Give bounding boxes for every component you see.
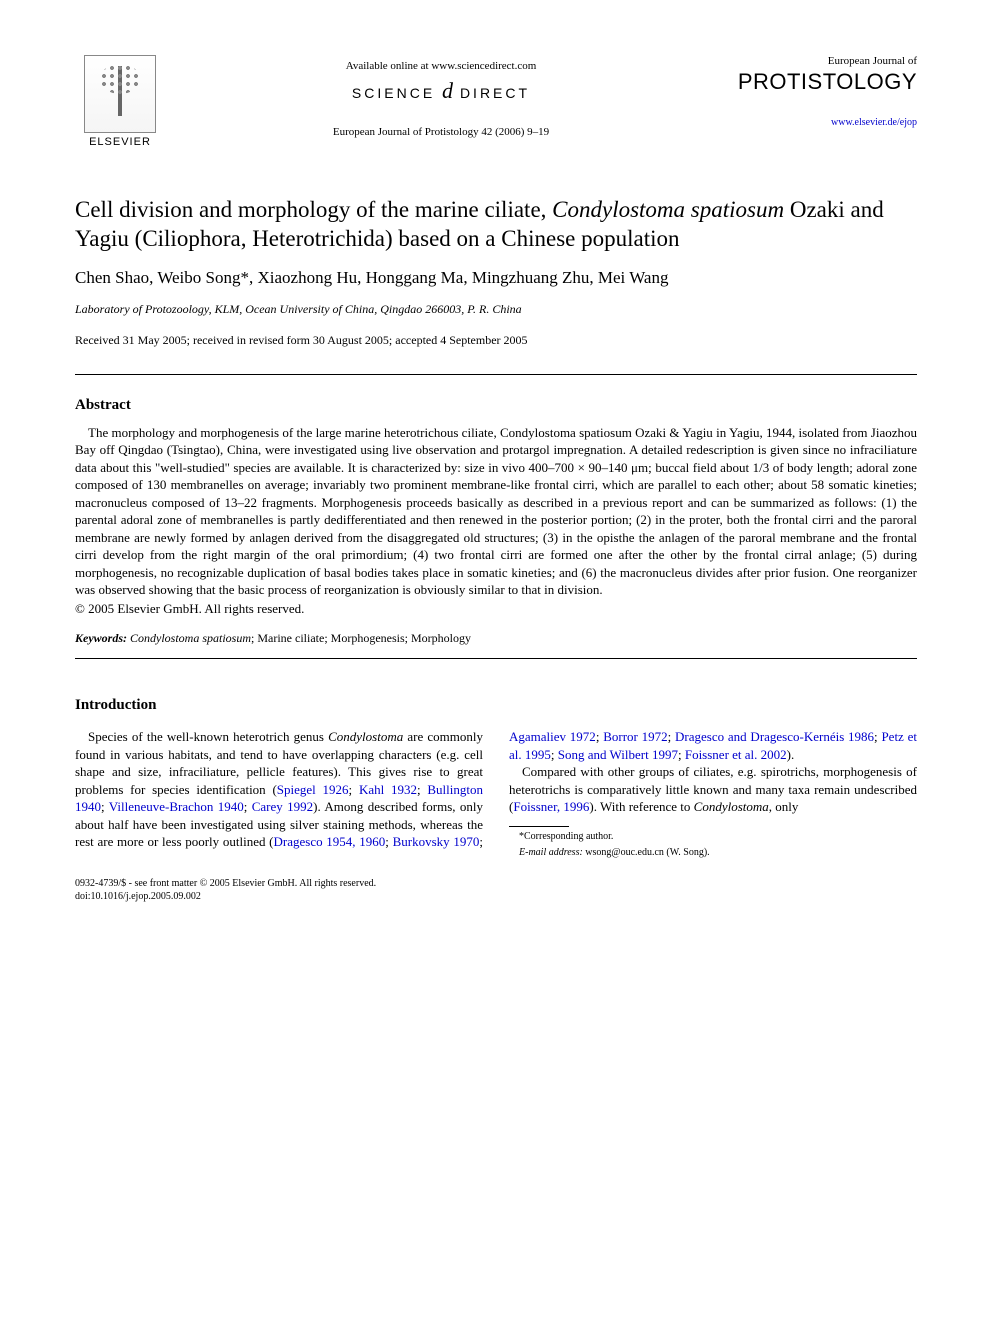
cite-kahl[interactable]: Kahl 1932 [359, 782, 417, 797]
article-title: Cell division and morphology of the mari… [75, 196, 917, 254]
science-direct-word1: SCIENCE [352, 85, 435, 101]
cite-dragesco86[interactable]: Dragesco and Dragesco-Kernéis 1986 [675, 729, 874, 744]
journal-name-large: PROTISTOLOGY [717, 69, 917, 95]
affiliation: Laboratory of Protozoology, KLM, Ocean U… [75, 302, 917, 317]
footnote-corresponding: *Corresponding author. [509, 830, 917, 844]
abstract-species: Condylostoma spatiosum [500, 425, 632, 440]
email-address[interactable]: wsong@ouc.edu.cn (W. Song). [583, 847, 710, 858]
journal-link[interactable]: www.elsevier.de/ejop [717, 117, 917, 128]
cite-carey[interactable]: Carey 1992 [252, 799, 313, 814]
p1-sep1: ; [349, 782, 359, 797]
center-header: Available online at www.sciencedirect.co… [165, 55, 717, 138]
science-direct-logo: SCIENCE d DIRECT [165, 78, 717, 104]
footnote-email: E-mail address: wsong@ouc.edu.cn (W. Son… [509, 846, 917, 860]
title-part1: Cell division and morphology of the mari… [75, 197, 552, 222]
science-direct-at-icon: d [442, 78, 453, 103]
p1-sep5: ; [385, 834, 392, 849]
keywords: Keywords: Condylostoma spatiosum; Marine… [75, 631, 917, 646]
p1-sep11: ; [678, 747, 685, 762]
body-columns: Species of the well-known heterotrich ge… [75, 728, 917, 860]
cite-spiegel[interactable]: Spiegel 1926 [277, 782, 349, 797]
footer-doi: doi:10.1016/j.ejop.2005.09.002 [75, 891, 917, 902]
elsevier-logo: ELSEVIER [75, 55, 165, 148]
p1-part4: ). [787, 747, 795, 762]
cite-burkovsky[interactable]: Burkovsky 1970 [393, 834, 480, 849]
p1-sep6: ; [479, 834, 483, 849]
p1-sep10: ; [551, 747, 558, 762]
cite-song[interactable]: Song and Wilbert 1997 [558, 747, 678, 762]
available-online-text: Available online at www.sciencedirect.co… [165, 60, 717, 72]
science-direct-word2: DIRECT [460, 85, 530, 101]
p1-sep3: ; [101, 799, 109, 814]
p1-part1: Species of the well-known heterotrich ge… [88, 729, 328, 744]
footnote-separator [509, 826, 569, 827]
abstract-text: The morphology and morphogenesis of the … [75, 424, 917, 599]
intro-para2: Compared with other groups of ciliates, … [509, 763, 917, 816]
abstract-heading: Abstract [75, 397, 917, 414]
abstract-part2: Ozaki & Yagiu in Yagiu, 1944, isolated f… [75, 425, 917, 598]
p1-genus: Condylostoma [328, 729, 403, 744]
cite-dragesco54[interactable]: Dragesco 1954, 1960 [274, 834, 386, 849]
p2-genus: Condylostoma [694, 799, 769, 814]
keywords-label: Keywords: [75, 631, 127, 645]
article-dates: Received 31 May 2005; received in revise… [75, 333, 917, 348]
keywords-species: Condylostoma spatiosum [130, 631, 251, 645]
authors: Chen Shao, Weibo Song*, Xiaozhong Hu, Ho… [75, 268, 917, 288]
email-label: E-mail address: [519, 847, 583, 858]
keywords-rest: ; Marine ciliate; Morphogenesis; Morphol… [251, 631, 471, 645]
cite-foissner02[interactable]: Foissner et al. 2002 [685, 747, 787, 762]
journal-reference: European Journal of Protistology 42 (200… [165, 126, 717, 138]
elsevier-tree-icon [84, 55, 156, 133]
page-header: ELSEVIER Available online at www.science… [75, 55, 917, 148]
p1-sep8: ; [668, 729, 675, 744]
cite-agamaliev[interactable]: Agamaliev 1972 [509, 729, 596, 744]
divider-top [75, 374, 917, 375]
abstract-part1: The morphology and morphogenesis of the … [88, 425, 500, 440]
p1-sep2: ; [417, 782, 427, 797]
footer-issn: 0932-4739/$ - see front matter © 2005 El… [75, 878, 917, 889]
cite-villeneuve[interactable]: Villeneuve-Brachon 1940 [109, 799, 244, 814]
cite-foissner96[interactable]: Foissner, 1996 [513, 799, 589, 814]
right-header: European Journal of PROTISTOLOGY www.els… [717, 55, 917, 128]
abstract-copyright: © 2005 Elsevier GmbH. All rights reserve… [75, 601, 917, 617]
p1-sep4: ; [244, 799, 252, 814]
journal-name-small: European Journal of [717, 55, 917, 67]
p2-part3: , only [769, 799, 799, 814]
cite-borror[interactable]: Borror 1972 [603, 729, 667, 744]
elsevier-label: ELSEVIER [89, 136, 151, 148]
divider-bottom [75, 658, 917, 659]
title-species: Condylostoma spatiosum [552, 197, 784, 222]
p2-part2: ). With reference to [589, 799, 693, 814]
introduction-heading: Introduction [75, 697, 917, 714]
